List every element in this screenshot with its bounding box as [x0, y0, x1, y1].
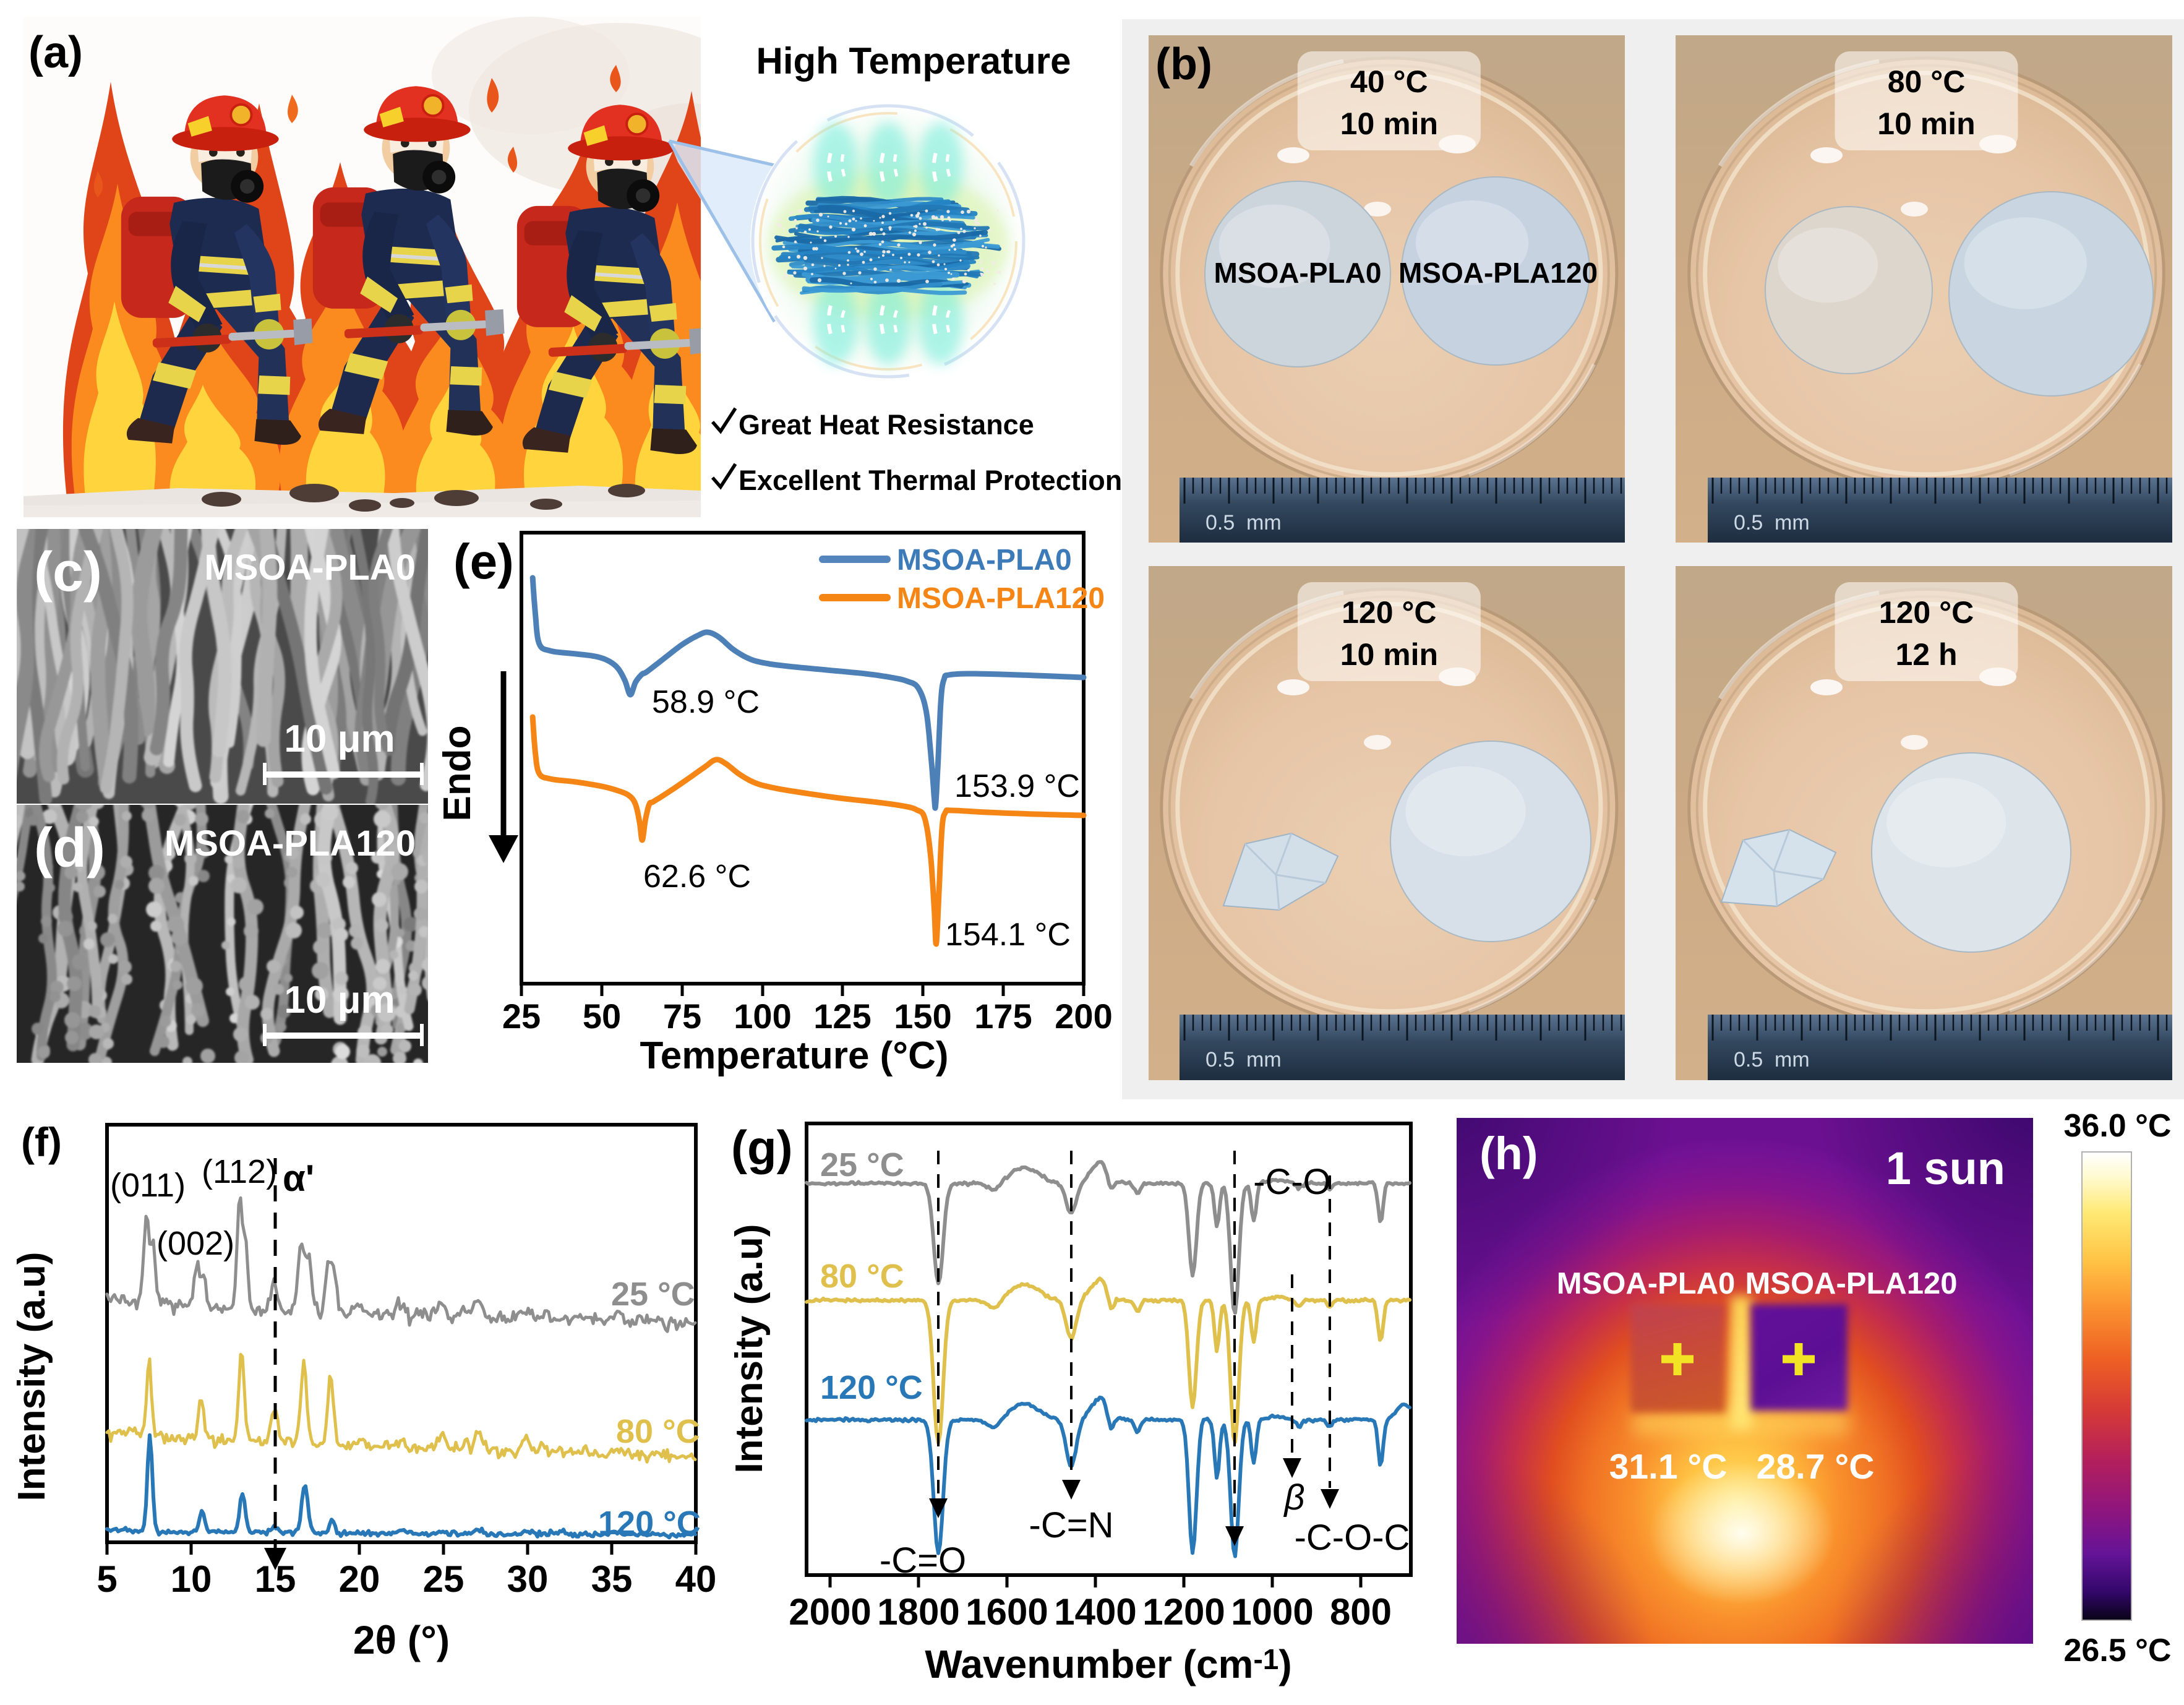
svg-text:(a): (a): [28, 28, 83, 77]
svg-text:High Temperature: High Temperature: [756, 40, 1071, 82]
svg-text:0.5: 0.5: [1734, 1048, 1763, 1072]
svg-text:120 °C: 120 °C: [1879, 595, 1974, 630]
svg-text:β: β: [1283, 1477, 1304, 1518]
svg-text:30: 30: [507, 1558, 549, 1600]
svg-text:(g): (g): [731, 1120, 793, 1175]
svg-text:800: 800: [1330, 1591, 1392, 1633]
svg-text:Great Heat Resistance: Great Heat Resistance: [739, 409, 1034, 440]
svg-text:1800: 1800: [877, 1591, 959, 1633]
svg-text:10 μm: 10 μm: [284, 979, 395, 1021]
svg-text:153.9 °C: 153.9 °C: [954, 768, 1080, 804]
svg-text:-C=O: -C=O: [880, 1540, 966, 1581]
svg-text:120 °C: 120 °C: [820, 1369, 923, 1406]
svg-text:125: 125: [813, 997, 871, 1036]
svg-text:mm: mm: [1775, 511, 1810, 535]
svg-text:MSOA-PLA120: MSOA-PLA120: [1398, 257, 1598, 289]
svg-text:mm: mm: [1775, 1048, 1810, 1072]
svg-text:1000: 1000: [1231, 1591, 1313, 1633]
svg-text:58.9 °C: 58.9 °C: [652, 684, 760, 720]
svg-text:(b): (b): [1155, 40, 1212, 89]
svg-text:1400: 1400: [1054, 1591, 1136, 1633]
svg-text:10 μm: 10 μm: [284, 718, 395, 760]
svg-text:MSOA-PLA120: MSOA-PLA120: [1745, 1267, 1957, 1300]
svg-text:-C=N: -C=N: [1029, 1505, 1114, 1545]
svg-text:MSOA-PLA0: MSOA-PLA0: [1557, 1267, 1736, 1300]
svg-text:25 °C: 25 °C: [611, 1276, 695, 1313]
svg-text:(011): (011): [110, 1167, 186, 1204]
svg-text:75: 75: [663, 997, 701, 1036]
svg-text:5: 5: [96, 1558, 117, 1600]
svg-text:40 °C: 40 °C: [1350, 64, 1428, 99]
svg-text:175: 175: [974, 997, 1032, 1036]
svg-text:35: 35: [591, 1558, 633, 1600]
svg-text:25: 25: [423, 1558, 465, 1600]
svg-text:12 h: 12 h: [1895, 637, 1957, 672]
svg-text:25: 25: [502, 997, 541, 1036]
svg-text:10: 10: [171, 1558, 212, 1600]
svg-text:Temperature (°C): Temperature (°C): [640, 1034, 948, 1077]
svg-text:-C-O-C: -C-O-C: [1295, 1518, 1410, 1558]
svg-text:Intensity (a.u): Intensity (a.u): [728, 1224, 771, 1473]
svg-text:MSOA-PLA120: MSOA-PLA120: [165, 823, 416, 864]
svg-text:0.5: 0.5: [1205, 511, 1235, 535]
svg-text:1 sun: 1 sun: [1886, 1143, 2005, 1194]
svg-text:1600: 1600: [966, 1591, 1048, 1633]
svg-text:mm: mm: [1246, 511, 1282, 535]
svg-text:50: 50: [583, 997, 621, 1036]
svg-text:-C-O: -C-O: [1253, 1162, 1331, 1202]
svg-text:120 °C: 120 °C: [1342, 595, 1436, 630]
svg-text:Wavenumber (cm-1): Wavenumber (cm-1): [925, 1642, 1291, 1686]
svg-text:2000: 2000: [789, 1591, 871, 1633]
svg-text:80 °C: 80 °C: [616, 1413, 700, 1450]
svg-text:0.5: 0.5: [1734, 511, 1763, 535]
svg-text:Intensity (a.u): Intensity (a.u): [11, 1252, 53, 1501]
svg-text:1200: 1200: [1142, 1591, 1225, 1633]
svg-text:200: 200: [1055, 997, 1112, 1036]
svg-text:80 °C: 80 °C: [820, 1258, 904, 1295]
svg-text:(d): (d): [34, 817, 105, 879]
svg-text:25 °C: 25 °C: [820, 1146, 904, 1183]
svg-text:(h): (h): [1480, 1128, 1538, 1179]
svg-text:154.1 °C: 154.1 °C: [945, 917, 1071, 953]
svg-text:Excellent Thermal Protection: Excellent Thermal Protection: [739, 465, 1122, 496]
svg-text:α': α': [283, 1157, 314, 1199]
svg-text:MSOA-PLA0: MSOA-PLA0: [1214, 257, 1382, 289]
svg-text:120 °C: 120 °C: [598, 1505, 701, 1542]
svg-text:28.7 °C: 28.7 °C: [1757, 1447, 1875, 1487]
svg-text:(112): (112): [202, 1153, 277, 1190]
svg-text:0.5: 0.5: [1205, 1048, 1235, 1072]
svg-text:10 min: 10 min: [1340, 637, 1438, 672]
svg-text:MSOA-PLA120: MSOA-PLA120: [897, 582, 1105, 615]
svg-text:2θ (°): 2θ (°): [353, 1618, 450, 1662]
svg-text:20: 20: [339, 1558, 380, 1600]
svg-text:Endo: Endo: [436, 726, 479, 822]
svg-text:100: 100: [734, 997, 791, 1036]
svg-text:62.6 °C: 62.6 °C: [643, 859, 751, 895]
svg-text:150: 150: [894, 997, 951, 1036]
svg-text:10 min: 10 min: [1877, 106, 1975, 141]
svg-text:MSOA-PLA0: MSOA-PLA0: [204, 548, 416, 588]
svg-text:31.1 °C: 31.1 °C: [1609, 1447, 1728, 1487]
svg-text:MSOA-PLA0: MSOA-PLA0: [897, 544, 1072, 577]
svg-text:80 °C: 80 °C: [1888, 64, 1966, 99]
svg-text:40: 40: [675, 1558, 717, 1600]
svg-text:(c): (c): [34, 541, 102, 603]
svg-text:10 min: 10 min: [1340, 106, 1438, 141]
svg-text:(e): (e): [453, 534, 514, 589]
svg-text:(f): (f): [21, 1119, 62, 1165]
svg-text:mm: mm: [1246, 1048, 1282, 1072]
svg-text:(002): (002): [156, 1225, 234, 1262]
